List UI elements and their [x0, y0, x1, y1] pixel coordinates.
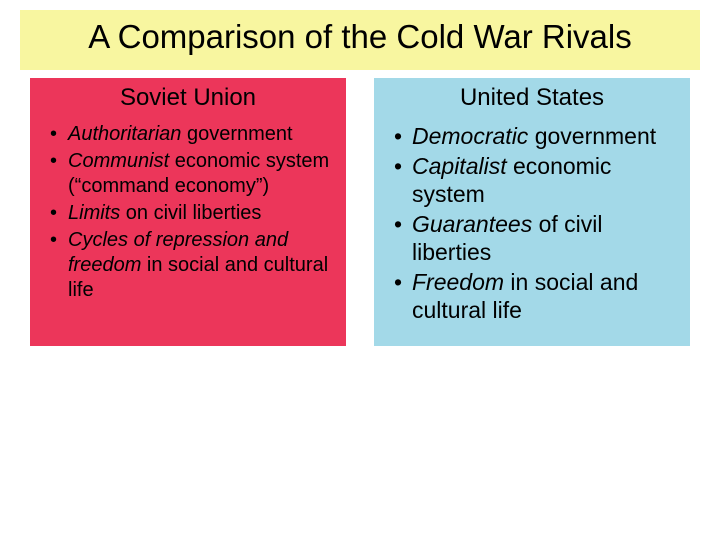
list-item: Authoritarian government [46, 122, 332, 147]
right-bullets: Democratic government Capitalist economi… [388, 122, 676, 324]
left-heading: Soviet Union [44, 84, 332, 112]
right-heading: United States [388, 84, 676, 112]
bullet-rest: government [528, 123, 656, 149]
left-bullets: Authoritarian government Communist econo… [44, 122, 332, 303]
list-item: Capitalist economic system [390, 152, 676, 208]
bullet-em: Capitalist [412, 153, 507, 179]
bullet-em: Communist [68, 150, 169, 172]
bullet-rest: government [181, 123, 292, 145]
left-column: Soviet Union Authoritarian government Co… [30, 78, 346, 346]
bullet-em: Guarantees [412, 211, 532, 237]
list-item: Freedom in social and cultural life [390, 268, 676, 324]
list-item: Guarantees of civil liberties [390, 210, 676, 266]
right-column: United States Democratic government Capi… [374, 78, 690, 346]
list-item: Democratic government [390, 122, 676, 150]
bullet-em: Authoritarian [68, 123, 181, 145]
columns-container: Soviet Union Authoritarian government Co… [0, 70, 720, 346]
bullet-rest: on civil liberties [120, 202, 261, 224]
slide-title: A Comparison of the Cold War Rivals [88, 18, 632, 55]
bullet-em: Freedom [412, 269, 504, 295]
list-item: Communist economic system (“command econ… [46, 149, 332, 199]
list-item: Cycles of repression and freedom in soci… [46, 228, 332, 303]
slide-title-band: A Comparison of the Cold War Rivals [20, 10, 700, 70]
list-item: Limits on civil liberties [46, 201, 332, 226]
bullet-em: Democratic [412, 123, 528, 149]
bullet-em: Limits [68, 202, 120, 224]
